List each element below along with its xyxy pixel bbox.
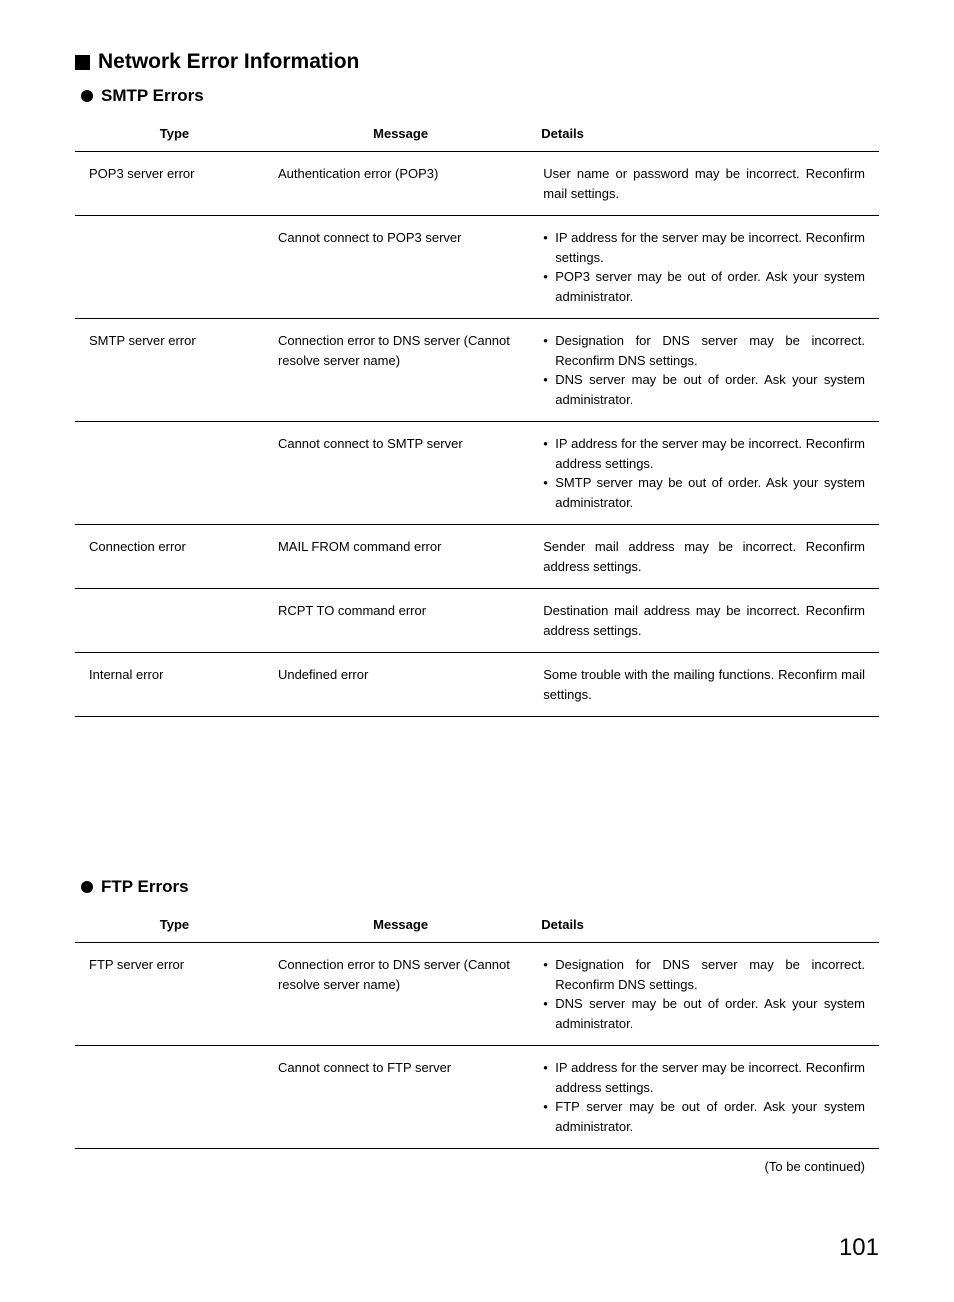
- table-row: Cannot connect to SMTP server IP address …: [75, 422, 879, 525]
- error-table: TypeMessageDetailsPOP3 server errorAuthe…: [75, 116, 879, 717]
- cell-type: FTP server error: [75, 943, 268, 1046]
- cell-message: Connection error to DNS server (Cannot r…: [268, 943, 533, 1046]
- section-gap: [75, 727, 879, 877]
- table-row: Connection errorMAIL FROM command errorS…: [75, 525, 879, 589]
- cell-type: Connection error: [75, 525, 268, 589]
- details-list: IP address for the server may be incorre…: [543, 228, 865, 306]
- cell-details: User name or password may be incorrect. …: [533, 152, 879, 216]
- cell-details: Designation for DNS server may be incorr…: [533, 319, 879, 422]
- cell-details: IP address for the server may be incorre…: [533, 1046, 879, 1149]
- column-header-details: Details: [533, 116, 879, 152]
- table-row: FTP server errorConnection error to DNS …: [75, 943, 879, 1046]
- details-list: Designation for DNS server may be incorr…: [543, 331, 865, 409]
- sub-heading: FTP Errors: [81, 877, 879, 897]
- continued-text: (To be continued): [75, 1159, 879, 1174]
- cell-type: Internal error: [75, 653, 268, 717]
- table-row: Cannot connect to FTP server IP address f…: [75, 1046, 879, 1149]
- details-list-item: DNS server may be out of order. Ask your…: [543, 994, 865, 1033]
- table-row: Internal errorUndefined errorSome troubl…: [75, 653, 879, 717]
- column-header-details: Details: [533, 907, 879, 943]
- details-list-item: IP address for the server may be incorre…: [543, 434, 865, 473]
- cell-details: Destination mail address may be incorrec…: [533, 589, 879, 653]
- square-bullet-icon: [75, 55, 90, 70]
- cell-message: RCPT TO command error: [268, 589, 533, 653]
- column-header-message: Message: [268, 116, 533, 152]
- sub-heading-text: SMTP Errors: [101, 86, 204, 106]
- details-list: IP address for the server may be incorre…: [543, 1058, 865, 1136]
- details-list-item: FTP server may be out of order. Ask your…: [543, 1097, 865, 1136]
- details-list-item: POP3 server may be out of order. Ask you…: [543, 267, 865, 306]
- table-row: POP3 server errorAuthentication error (P…: [75, 152, 879, 216]
- details-list: Designation for DNS server may be incorr…: [543, 955, 865, 1033]
- cell-type: [75, 589, 268, 653]
- cell-details: Designation for DNS server may be incorr…: [533, 943, 879, 1046]
- circle-bullet-icon: [81, 881, 93, 893]
- details-list: IP address for the server may be incorre…: [543, 434, 865, 512]
- cell-message: MAIL FROM command error: [268, 525, 533, 589]
- column-header-type: Type: [75, 116, 268, 152]
- column-header-message: Message: [268, 907, 533, 943]
- details-list-item: DNS server may be out of order. Ask your…: [543, 370, 865, 409]
- table-row: RCPT TO command errorDestination mail ad…: [75, 589, 879, 653]
- cell-details: Sender mail address may be incorrect. Re…: [533, 525, 879, 589]
- cell-message: Undefined error: [268, 653, 533, 717]
- error-table: TypeMessageDetailsFTP server errorConnec…: [75, 907, 879, 1149]
- details-list-item: Designation for DNS server may be incorr…: [543, 955, 865, 994]
- cell-message: Cannot connect to FTP server: [268, 1046, 533, 1149]
- cell-type: [75, 422, 268, 525]
- page-number: 101: [75, 1234, 879, 1262]
- main-heading: Network Error Information: [75, 50, 879, 74]
- cell-details: IP address for the server may be incorre…: [533, 216, 879, 319]
- cell-message: Connection error to DNS server (Cannot r…: [268, 319, 533, 422]
- details-list-item: IP address for the server may be incorre…: [543, 228, 865, 267]
- cell-details: Some trouble with the mailing functions.…: [533, 653, 879, 717]
- details-list-item: Designation for DNS server may be incorr…: [543, 331, 865, 370]
- details-list-item: IP address for the server may be incorre…: [543, 1058, 865, 1097]
- cell-type: [75, 216, 268, 319]
- cell-type: SMTP server error: [75, 319, 268, 422]
- table-row: SMTP server errorConnection error to DNS…: [75, 319, 879, 422]
- sub-heading: SMTP Errors: [81, 86, 879, 106]
- cell-type: [75, 1046, 268, 1149]
- column-header-type: Type: [75, 907, 268, 943]
- cell-message: Authentication error (POP3): [268, 152, 533, 216]
- details-list-item: SMTP server may be out of order. Ask you…: [543, 473, 865, 512]
- cell-message: Cannot connect to SMTP server: [268, 422, 533, 525]
- cell-message: Cannot connect to POP3 server: [268, 216, 533, 319]
- sub-heading-text: FTP Errors: [101, 877, 189, 897]
- table-row: Cannot connect to POP3 server IP address …: [75, 216, 879, 319]
- main-heading-text: Network Error Information: [98, 50, 359, 74]
- cell-details: IP address for the server may be incorre…: [533, 422, 879, 525]
- cell-type: POP3 server error: [75, 152, 268, 216]
- circle-bullet-icon: [81, 90, 93, 102]
